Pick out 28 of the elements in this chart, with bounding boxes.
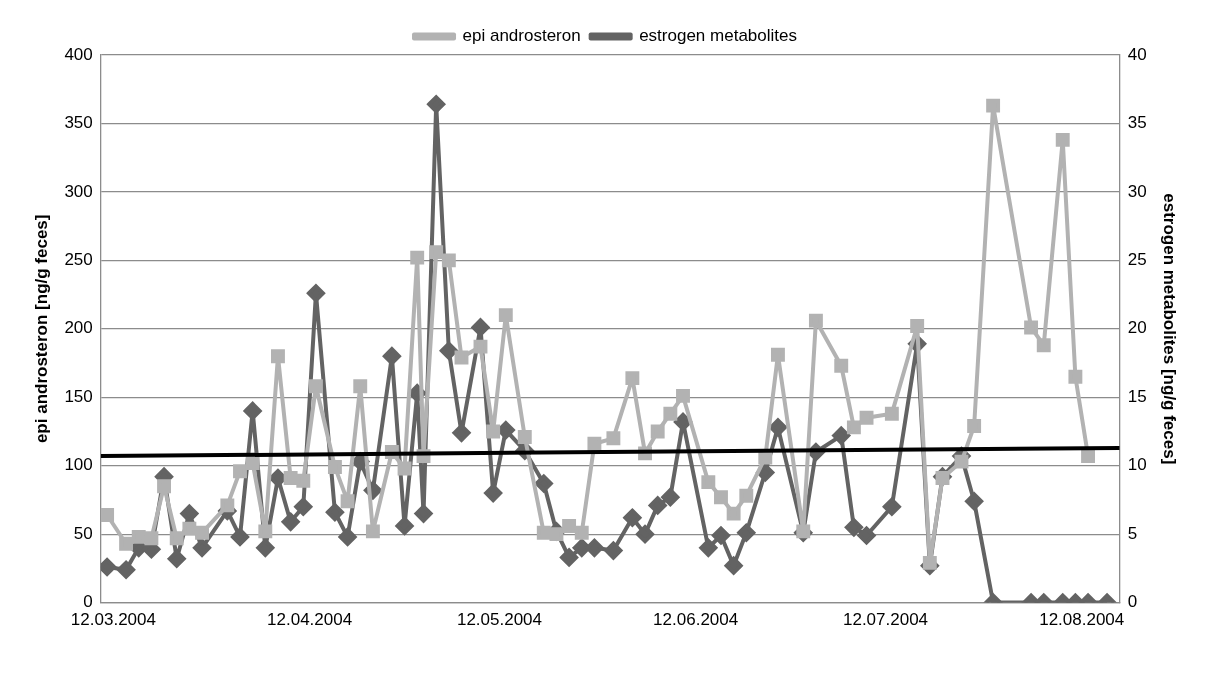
x-tick-label: 12.03.2004 [70,610,156,630]
y2-tick-label: 30 [1127,181,1147,201]
y2-tick-label: 25 [1127,250,1147,270]
x-tick-label: 12.07.2004 [842,610,929,630]
y2-tick-label: 10 [1127,455,1147,475]
y2-tick-label: 20 [1127,318,1147,338]
y-tick-label: 100 [64,455,93,475]
y-tick-label: 350 [64,113,93,133]
y-tick-label: 0 [83,592,93,612]
y-tick-label: 150 [64,386,93,406]
y-tick-label: 300 [64,181,93,201]
y-axis-title: epi androsteron [ng/g feces] [31,214,51,444]
y2-tick-label: 0 [1127,592,1138,612]
y2-tick-label: 35 [1127,113,1147,133]
y2-tick-label: 5 [1127,523,1138,543]
legend-label: estrogen metabolites [639,26,797,46]
y2-axis-title: estrogen metabolites [ng/g feces] [1160,193,1180,465]
y2-tick-label: 15 [1127,386,1147,406]
legend-label: epi androsteron [462,26,581,46]
y-tick-label: 200 [64,318,93,338]
x-tick-label: 12.05.2004 [456,610,543,630]
y2-tick-label: 40 [1127,44,1147,64]
y-tick-label: 50 [73,523,93,543]
x-tick-label: 12.08.2004 [1039,610,1125,630]
x-tick-label: 12.06.2004 [653,610,739,630]
y-tick-label: 250 [64,250,93,270]
y-tick-label: 400 [64,44,93,64]
x-tick-label: 12.04.2004 [267,610,353,630]
